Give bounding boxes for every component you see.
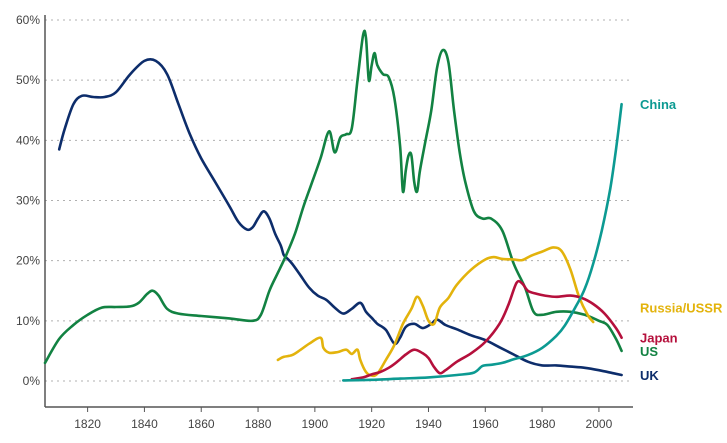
x-tick-label: 1980 [529, 417, 556, 431]
x-tick-label: 1900 [302, 417, 329, 431]
y-tick-label: 30% [16, 194, 40, 208]
gridlines [45, 19, 633, 382]
x-tick-label: 2000 [586, 417, 613, 431]
x-tick-label: 1920 [358, 417, 385, 431]
x-tick-label: 1820 [74, 417, 101, 431]
x-tick-label: 1940 [415, 417, 442, 431]
series-labels: UK US Russia/USSR Japan China [640, 97, 723, 383]
series-line-us [43, 29, 623, 365]
x-tick-label: 1840 [131, 417, 158, 431]
x-tick-label: 1880 [245, 417, 272, 431]
series-label-russia-ussr: Russia/USSR [640, 301, 723, 316]
x-tick-label: 1960 [472, 417, 499, 431]
series-line-china [342, 102, 623, 382]
y-tick-label: 10% [16, 314, 40, 328]
series-line-uk [57, 57, 623, 377]
series-lines [43, 29, 623, 382]
series-label-uk: UK [640, 368, 659, 383]
y-tick-label: 0% [23, 374, 41, 388]
series-label-us: US [640, 344, 658, 359]
series-line-russia-ussr [276, 246, 595, 378]
y-tick-label: 40% [16, 133, 40, 147]
x-tick-label: 1860 [188, 417, 215, 431]
y-tick-label: 50% [16, 73, 40, 87]
y-tick-label: 60% [16, 13, 40, 27]
series-line-japan [350, 279, 623, 381]
series-label-china: China [640, 97, 677, 112]
y-tick-label: 20% [16, 254, 40, 268]
series-label-japan: Japan [640, 331, 678, 346]
axes: 0% 10% 20% 30% 40% 50% 60% 1820 1840 1860 1880 1900… [16, 13, 633, 431]
